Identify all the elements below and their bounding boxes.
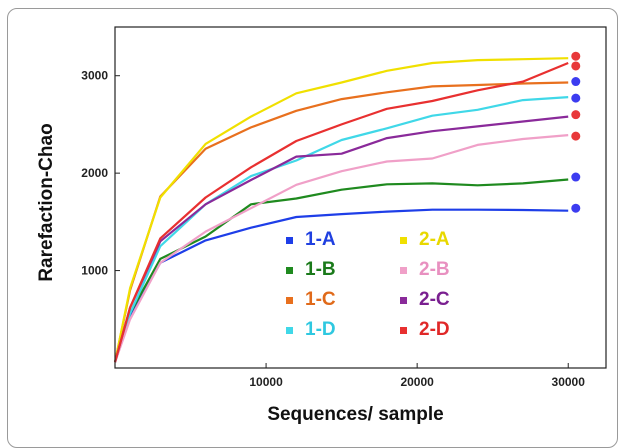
legend-label-1-A: 1-A — [305, 229, 336, 250]
y-tick-label: 1000 — [81, 264, 108, 278]
end-marker-2-B — [571, 131, 581, 141]
end-marker-2-D — [571, 61, 581, 71]
legend-label-1-D: 1-D — [305, 319, 336, 340]
series-line-1-A — [113, 208, 569, 363]
legend-swatch-2-D — [400, 327, 407, 334]
x-tick-label: 20000 — [400, 375, 434, 389]
plot-area-border — [114, 26, 607, 369]
rarefaction-chart: 10000 20000 30000 1000 2000 3000 Sequences/ … — [36, 26, 607, 425]
series-line-1-B — [113, 178, 569, 363]
x-axis-ticks: 10000 20000 30000 — [249, 363, 585, 389]
legend-swatch-2-A — [400, 237, 407, 244]
legend-label-1-C: 1-C — [305, 289, 336, 310]
legend-swatch-2-B — [400, 267, 407, 274]
legend-label-1-B: 1-B — [305, 259, 336, 280]
legend-swatch-1-B — [286, 267, 293, 274]
y-axis-title: Rarefaction-Chao — [36, 123, 57, 281]
legend-swatch-1-A — [286, 237, 293, 244]
y-tick-label: 2000 — [81, 166, 108, 180]
legend-swatch-1-D — [286, 327, 293, 334]
figure-frame — [7, 8, 618, 448]
legend-label-2-C: 2-C — [419, 289, 450, 310]
end-marker-1-B — [571, 172, 581, 182]
legend-swatch-2-C — [400, 297, 407, 304]
y-tick-label: 3000 — [81, 69, 108, 83]
end-marker-1-D — [571, 93, 581, 103]
end-marker-2-C — [571, 110, 581, 120]
y-axis-ticks: 1000 2000 3000 — [81, 69, 120, 278]
series-line-2-D — [113, 61, 569, 363]
end-marker-2-A — [571, 51, 581, 61]
x-tick-label: 30000 — [552, 375, 586, 389]
legend-label-2-D: 2-D — [419, 319, 450, 340]
series-line-1-D — [113, 96, 569, 363]
legend-swatch-1-C — [286, 297, 293, 304]
series-line-2-C — [113, 115, 569, 363]
x-tick-label: 10000 — [249, 375, 283, 389]
x-axis-title: Sequences/ sample — [267, 404, 443, 425]
end-marker-layer — [571, 51, 581, 213]
end-marker-1-A — [571, 203, 581, 213]
series-line-2-B — [113, 134, 569, 363]
series-layer — [113, 57, 569, 363]
legend-label-2-A: 2-A — [419, 229, 450, 250]
legend-label-2-B: 2-B — [419, 259, 450, 280]
series-line-2-A — [113, 57, 569, 363]
end-marker-1-C — [571, 77, 581, 87]
legend: 1-A 1-B 1-C 1-D 2-A 2-B 2-C 2-D — [286, 229, 450, 340]
